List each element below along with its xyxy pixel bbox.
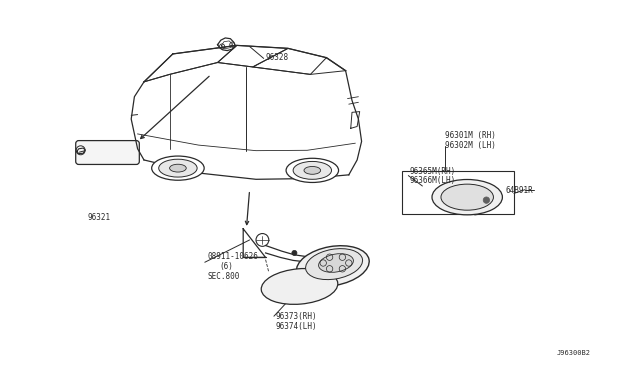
Text: J96300B2: J96300B2 [557,350,591,356]
Ellipse shape [296,246,369,286]
Text: 08911-10626: 08911-10626 [208,252,259,261]
Text: 96301M (RH): 96301M (RH) [445,131,495,140]
Ellipse shape [286,158,339,182]
Text: 96373(RH): 96373(RH) [275,312,317,321]
Text: (6): (6) [220,262,234,271]
Text: 96321: 96321 [88,213,111,222]
Ellipse shape [441,184,493,210]
FancyBboxPatch shape [76,141,140,164]
Ellipse shape [319,254,353,272]
Text: 96366M(LH): 96366M(LH) [410,176,456,185]
Ellipse shape [293,161,332,179]
Circle shape [483,197,490,203]
Ellipse shape [159,159,197,177]
Ellipse shape [432,180,502,215]
Circle shape [292,250,297,256]
Bar [402,171,514,214]
Text: 96302M (LH): 96302M (LH) [445,141,495,150]
Text: 96374(LH): 96374(LH) [275,322,317,331]
Ellipse shape [152,156,204,180]
Text: SEC.800: SEC.800 [208,272,241,280]
Ellipse shape [306,248,362,280]
Ellipse shape [170,164,186,172]
Text: 64B91R: 64B91R [506,186,533,195]
Text: 96365M(RH): 96365M(RH) [410,167,456,176]
Text: 96328: 96328 [266,53,289,62]
Ellipse shape [261,269,338,304]
Ellipse shape [304,166,321,174]
